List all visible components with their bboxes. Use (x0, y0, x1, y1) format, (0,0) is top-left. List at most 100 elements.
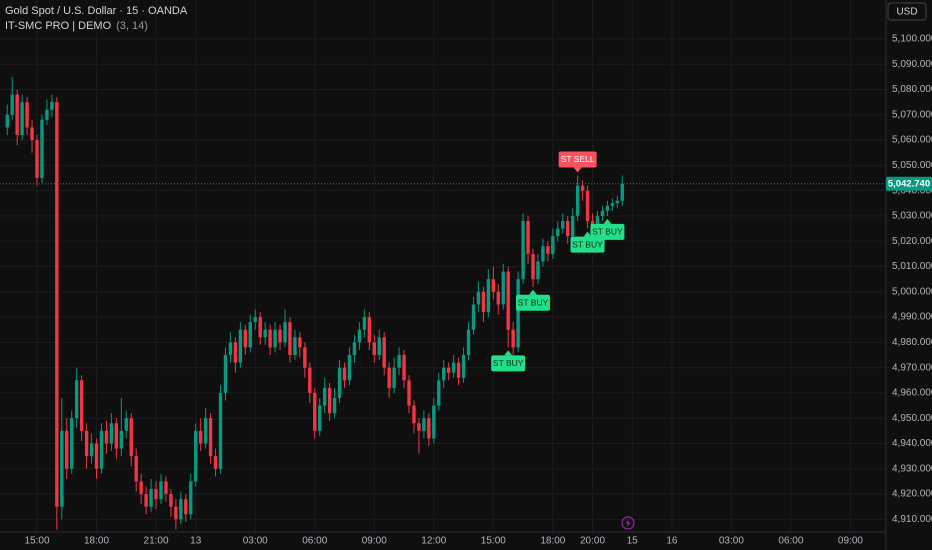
signal-label: ST BUY (592, 227, 623, 237)
buy-signal: ST BUY (516, 289, 550, 311)
candle-body (268, 329, 272, 348)
candle-body (35, 140, 39, 179)
candle-body (238, 329, 243, 363)
candle-body (556, 228, 560, 237)
x-tick-label: 03:00 (243, 536, 268, 547)
candle-body (74, 380, 79, 419)
candle-body (233, 342, 238, 363)
candle-body (109, 423, 114, 444)
plot-area: ST SELL ST BUY ST BUY ST BUY ST BUY (0, 76, 886, 530)
candle-body (258, 317, 262, 338)
y-tick-label: 4,930.000 (892, 463, 932, 474)
signal-arrow (529, 289, 537, 295)
candle-body (65, 430, 69, 469)
candle-body (600, 210, 605, 216)
signal-arrow (603, 218, 612, 224)
candle-body (223, 355, 228, 393)
x-tick-label: 18:00 (540, 536, 565, 547)
candle-body (446, 367, 451, 373)
candle-body (303, 347, 307, 368)
candle-body (213, 456, 218, 469)
candle-body (322, 387, 327, 406)
x-tick-label: 12:00 (421, 536, 446, 547)
y-tick-label: 5,010.000 (892, 261, 932, 272)
signal-box (491, 355, 526, 372)
candle-body (179, 499, 183, 520)
candle-body (580, 185, 585, 191)
y-tick-label: 5,030.000 (892, 211, 932, 222)
y-tick-label: 5,080.000 (892, 84, 932, 95)
candle-body (337, 367, 342, 398)
grid (0, 0, 886, 532)
lightning-circle[interactable] (621, 516, 635, 530)
signal-label: ST BUY (518, 297, 549, 307)
candle-body (372, 342, 376, 356)
candle-body (531, 253, 535, 280)
y-tick-label: 5,090.000 (892, 59, 932, 70)
candle-body (30, 127, 34, 141)
candle-body (566, 220, 570, 237)
candle-body (248, 322, 252, 348)
candle-body (50, 102, 54, 110)
candle-body (228, 342, 233, 356)
x-tick-label: 06:00 (778, 536, 803, 547)
candle-body (104, 430, 109, 444)
candle-body (139, 481, 143, 495)
candle-body (456, 362, 461, 378)
candle-body (516, 279, 520, 348)
candle-body (119, 430, 124, 449)
candle-body (347, 355, 352, 381)
candle-body (79, 380, 84, 431)
candle-body (585, 190, 590, 221)
y-tick-label: 5,100.000 (892, 34, 932, 45)
last-price-box (886, 176, 932, 191)
y-tick-label: 4,960.000 (892, 388, 932, 399)
currency-label[interactable]: USD (896, 7, 917, 18)
candle-body (461, 355, 466, 378)
signal-label: ST BUY (572, 239, 603, 249)
candle-body (437, 380, 441, 406)
buy-signal: ST BUY (590, 218, 625, 240)
chart-title: Gold Spot / U.S. Dollar · 15 · OANDA (5, 5, 188, 17)
candle-body (551, 236, 555, 254)
x-tick-label: 09:00 (838, 536, 863, 547)
candle-body (293, 337, 297, 356)
candle-body (129, 418, 133, 457)
candle-body (575, 185, 580, 216)
candle-body (610, 203, 615, 206)
candle-body (89, 443, 94, 457)
candle-body (124, 418, 128, 431)
buy-signal: ST BUY (491, 350, 526, 372)
candle-body (570, 215, 575, 237)
lightning-bolt[interactable] (625, 518, 631, 528)
candle-body (313, 392, 317, 431)
candle-body (481, 291, 486, 313)
candle-body (546, 246, 550, 254)
candle-body (70, 418, 74, 469)
candle-body (40, 119, 44, 179)
candle-body (318, 405, 322, 431)
x-tick-label: 20:00 (580, 536, 605, 547)
candle-body (308, 367, 312, 393)
candle-body (288, 322, 292, 356)
candle-body (189, 481, 193, 515)
signal-box (590, 223, 625, 240)
candle-body (278, 329, 282, 343)
candle-body (382, 337, 386, 368)
y-tick-label: 4,970.000 (892, 362, 932, 373)
candle-body (154, 489, 158, 500)
candle-body (541, 246, 545, 262)
candle-body (615, 200, 620, 204)
currency-button[interactable] (887, 2, 927, 21)
candle-body (253, 317, 257, 323)
candle-body (357, 329, 362, 343)
candle-body (620, 183, 624, 201)
indicator-name: IT-SMC PRO | DEMO (5, 20, 112, 32)
lightning-icon[interactable] (621, 516, 635, 530)
candle-body (422, 418, 426, 431)
candle-body (174, 506, 178, 520)
candle-body (506, 271, 510, 330)
x-tick-label: 21:00 (144, 536, 169, 547)
x-tick-label: 15:00 (481, 536, 506, 547)
